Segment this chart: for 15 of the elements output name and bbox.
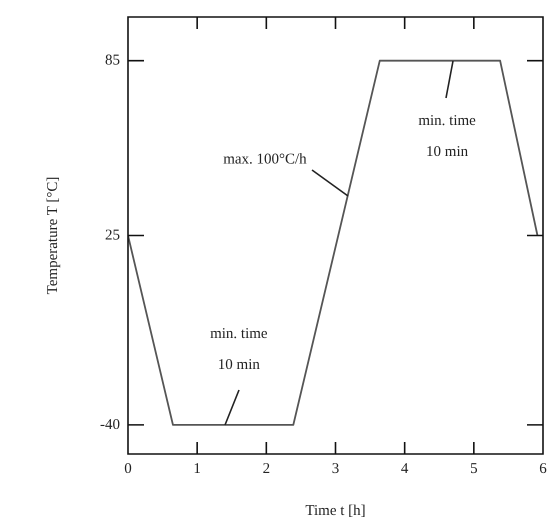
y-tick-label: 25 <box>104 227 120 244</box>
y-tick-label: -40 <box>100 416 120 433</box>
x-tick-label: 4 <box>400 460 409 477</box>
x-tick-label: 0 <box>124 460 132 477</box>
annotation: max. 100°C/h <box>223 150 307 170</box>
y-tick-label: 85 <box>104 52 120 69</box>
annotation: min. time 10 min <box>210 324 268 375</box>
y-axis-title: Temperature T [°C] <box>44 176 61 294</box>
x-tick-label: 2 <box>262 460 270 477</box>
x-axis-title: Time t [h] <box>305 502 366 519</box>
x-tick-label: 3 <box>332 460 340 477</box>
annotation: min. time 10 min <box>418 112 476 162</box>
x-tick-label: 5 <box>470 460 478 477</box>
x-tick-label: 1 <box>193 460 201 477</box>
x-tick-label: 6 <box>539 460 548 477</box>
